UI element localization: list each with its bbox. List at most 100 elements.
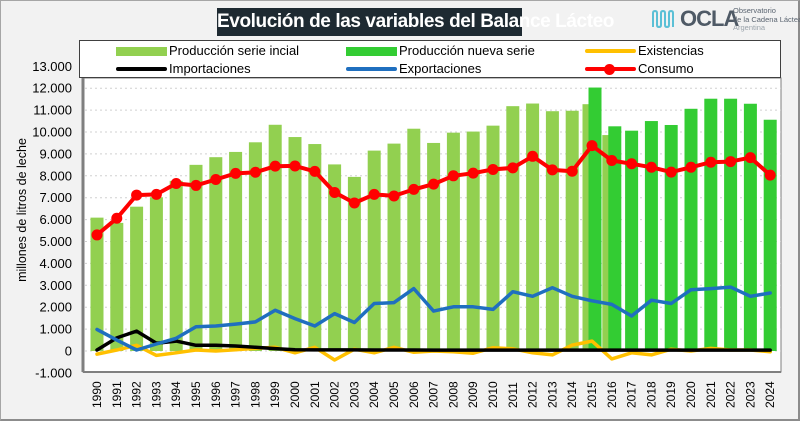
y-tick-label: 6.000 [39,212,72,227]
legend-swatch [116,46,167,56]
logo-line-1: Observatorio [733,6,776,15]
marker-consumo [170,177,182,189]
bar-produccion-nueva-serie [743,103,757,352]
legend-label: Producción serie incial [169,43,300,58]
x-axis-ticks: 1990 1991 1992 1993 1994 1995 1996 1997 1998 1999… [90,381,777,408]
bar-produccion-serie-inicial [229,151,243,351]
x-tick-label: 2022 [724,381,738,408]
marker-consumo [230,167,242,179]
y-tick-label: 5.000 [39,234,72,249]
legend-swatch [585,49,636,53]
marker-consumo [527,150,539,162]
marker-consumo [764,169,776,181]
y-tick-label: 2.000 [39,300,72,315]
marker-consumo [150,188,162,200]
y-tick-label: 10.000 [32,125,72,140]
y-tick-label: 8.000 [39,168,72,183]
x-tick-label: 1994 [169,381,183,408]
marker-consumo [348,197,360,209]
x-tick-label: 1997 [229,381,243,408]
legend-item-produccion-serie-inicial: Producción serie incial [116,43,299,59]
marker-consumo [665,166,677,178]
x-tick-label: 1992 [130,381,144,408]
bar-produccion-nueva-serie [763,119,777,352]
chart-legend: Producción serie incial Producción nueva… [79,40,781,78]
marker-consumo [467,167,479,179]
bar-produccion-serie-inicial [149,197,163,351]
legend-item-exportaciones: Exportaciones [346,61,481,77]
marker-consumo [645,161,657,173]
bar-produccion-serie-inicial [248,142,262,351]
bar-produccion-serie-inicial [367,150,381,351]
legend-label: Consumo [638,61,694,76]
bar-produccion-serie-inicial [130,206,144,351]
marker-consumo [566,165,578,177]
bar-produccion-serie-inicial [446,132,460,351]
y-tick-label: 12.000 [32,81,72,96]
line-importaciones [95,329,772,352]
bar-produccion-nueva-serie [684,108,698,351]
marker-consumo [606,154,618,166]
chart-title: Evolución de las variables del Balance L… [217,8,614,36]
legend-marker [604,63,615,75]
x-tick-label: 2018 [644,381,658,408]
legend-item-existencias: Existencias [585,43,704,59]
x-tick-label: 2021 [704,381,718,408]
y-tick-label: -1.000 [35,365,72,380]
marker-consumo [269,160,281,172]
lines [91,140,776,362]
x-tick-label: 2023 [743,381,757,408]
legend-label: Exportaciones [399,61,482,76]
ocla-wave-logo-icon [652,10,674,28]
x-tick-label: 2015 [585,381,599,408]
x-tick-label: 1998 [248,381,262,408]
marker-consumo [329,186,341,198]
marker-consumo [131,189,143,201]
x-tick-label: 2007 [427,381,441,408]
ocla-logo: OCLA Observatorio de la Cadena Láctea Ar… [651,6,800,37]
bar-produccion-serie-inicial [565,110,579,351]
logo-line-3: Argentina [733,23,766,32]
logo-name: OCLA [680,6,739,31]
bar-produccion-serie-inicial [209,157,223,351]
legend-label: Existencias [638,43,704,58]
marker-consumo [744,152,756,164]
bar-produccion-serie-inicial [427,142,441,351]
marker-consumo [368,188,380,200]
x-tick-label: 1993 [149,381,163,408]
bar-produccion-serie-inicial [466,131,480,351]
bar-produccion-nueva-serie [724,98,738,351]
x-tick-label: 2002 [328,381,342,408]
x-tick-label: 2014 [565,381,579,408]
y-tick-label: 1.000 [39,322,72,337]
x-tick-label: 2012 [526,381,540,408]
legend-item-produccion-nueva-serie: Producción nueva serie [346,43,535,59]
x-tick-label: 1999 [268,381,282,408]
x-tick-label: 2010 [486,381,500,408]
y-axis-ticks: -1.000 0 1.000 2.000 3.000 4.000 5.000 6.000 7.0… [32,59,72,381]
x-tick-label: 2006 [407,381,421,408]
x-tick-label: 2024 [763,381,777,408]
marker-consumo [309,165,321,177]
logo-subtitle: Observatorio de la Cadena Láctea Argenti… [733,6,800,33]
bar-produccion-serie-inicial [387,143,401,351]
y-tick-label: 13.000 [32,59,72,74]
marker-consumo [725,156,737,168]
x-tick-label: 2003 [347,381,361,408]
x-tick-label: 1990 [90,381,104,408]
bar-produccion-serie-inicial [545,111,559,351]
marker-consumo [289,160,301,172]
legend-swatch [346,67,397,71]
legend-label: Producción nueva serie [399,43,535,58]
bar-produccion-serie-inicial [268,124,282,351]
bar-produccion-nueva-serie [704,98,718,351]
marker-consumo [507,162,519,174]
y-tick-label: 3.000 [39,278,72,293]
marker-consumo [586,140,598,152]
marker-consumo [249,166,261,178]
marker-consumo [546,164,558,176]
bar-produccion-serie-inicial [328,164,342,351]
bar-produccion-serie-inicial [288,137,302,351]
x-tick-label: 1995 [189,381,203,408]
